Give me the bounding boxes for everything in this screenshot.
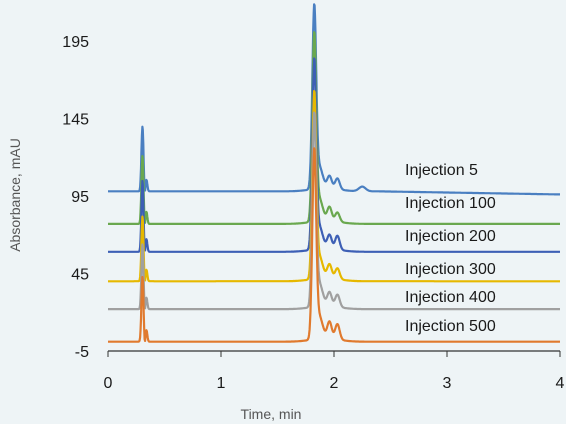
x-tick-label: 2 — [330, 375, 339, 392]
series-labels: Injection 5 Injection 100 Injection 200 Inj… — [405, 162, 496, 335]
x-axis-label: Time, min — [241, 406, 302, 422]
x-tick-label: 3 — [443, 375, 452, 392]
y-ticks: -5 45 95 145 195 — [62, 34, 89, 361]
series-label: Injection 400 — [405, 289, 496, 306]
y-tick-label: 95 — [71, 189, 89, 206]
x-tick-label: 4 — [556, 375, 565, 392]
series-line — [107, 31, 561, 225]
y-tick-label: 145 — [62, 112, 89, 129]
series-line — [107, 57, 561, 253]
series-label: Injection 500 — [405, 318, 496, 335]
y-tick-label: 45 — [71, 267, 89, 284]
x-tick-label: 0 — [104, 375, 113, 392]
series-label: Injection 100 — [405, 195, 496, 212]
series-label: Injection 200 — [405, 228, 496, 245]
series-label: Injection 5 — [405, 162, 478, 179]
x-tick-label: 1 — [217, 375, 226, 392]
y-tick-label: -5 — [75, 344, 89, 361]
y-axis-label: Absorbance, mAU — [7, 138, 23, 252]
series-lines — [107, 3, 561, 343]
series-line — [107, 147, 561, 343]
x-ticks: 0 1 2 3 4 — [104, 351, 565, 392]
series-line — [107, 3, 561, 196]
series-line — [107, 111, 561, 311]
series-line — [107, 89, 561, 283]
series-label: Injection 300 — [405, 261, 496, 278]
y-tick-label: 195 — [62, 34, 89, 51]
